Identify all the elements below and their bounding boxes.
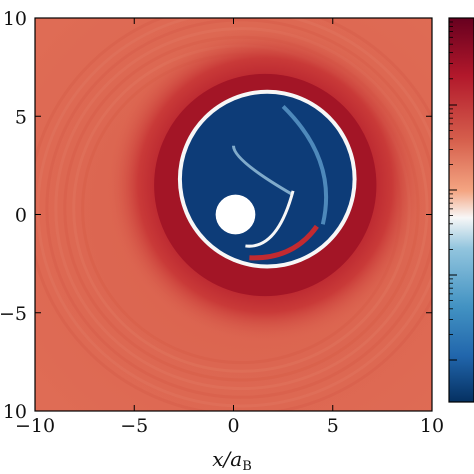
colorbar	[448, 17, 474, 403]
colorbar-gradient	[449, 18, 474, 402]
y-tick-label: 10	[3, 8, 27, 30]
outer-spiral-ripple	[36, 18, 432, 408]
y-tick-label: 0	[15, 205, 27, 227]
lower-streamer	[249, 224, 319, 261]
cavity-stream	[281, 104, 329, 225]
x-tick-label: 5	[327, 415, 339, 437]
axis-ticks	[34, 17, 433, 412]
x-tick-label: 10	[420, 415, 444, 437]
outer-spiral-ripple	[45, 18, 432, 399]
y-tick-label: 10	[3, 401, 27, 423]
y-axis-tick-labels: 10 5 0 −5 10	[0, 8, 27, 423]
cavity-stream	[231, 145, 294, 197]
colorbar-frame	[448, 17, 474, 403]
central-binary-mask	[215, 194, 256, 235]
x-axis-tick-labels: −10 −5 0 5 10	[15, 415, 444, 437]
colorbar-ticks	[449, 17, 457, 361]
x-tick-label: −10	[15, 415, 55, 437]
y-tick-label: 5	[15, 106, 27, 128]
x-tick-label: −5	[120, 415, 148, 437]
x-tick-label: 0	[227, 415, 239, 437]
x-axis-label: x/aB	[212, 447, 252, 474]
density-field	[35, 18, 432, 411]
accretion-stream	[245, 190, 295, 248]
y-tick-label: −5	[0, 303, 27, 325]
plot-area	[35, 18, 432, 411]
